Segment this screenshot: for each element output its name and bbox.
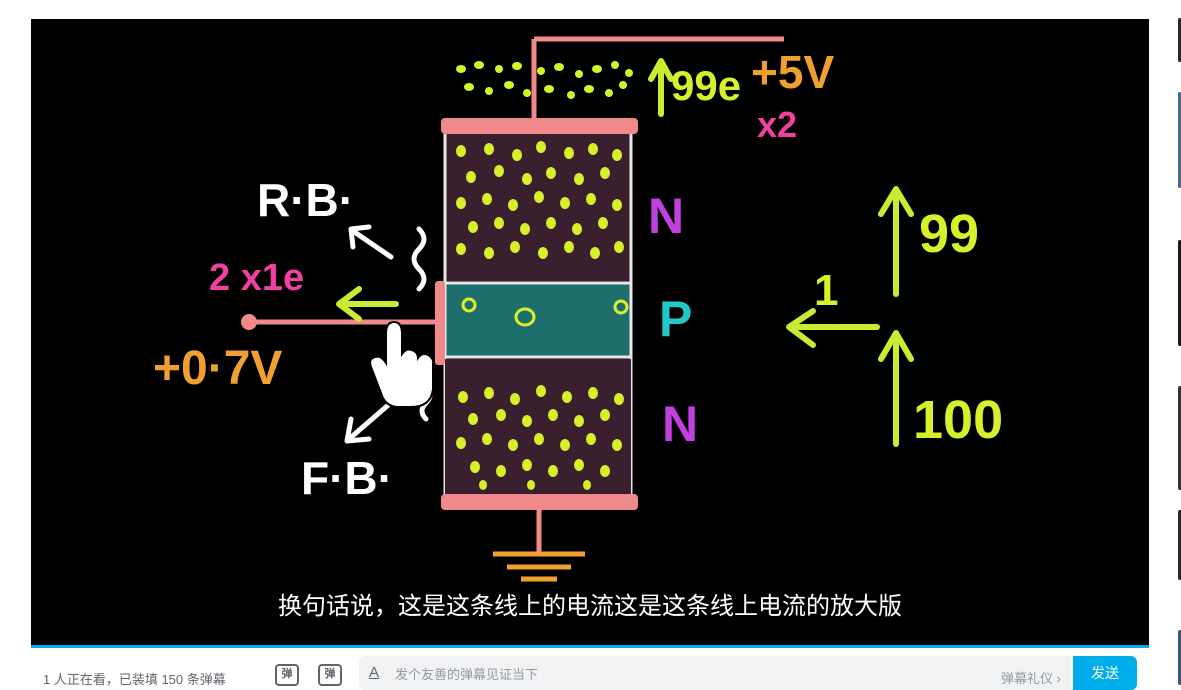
collector-dots: [456, 61, 633, 99]
danmaku-toggle-icon[interactable]: 弹: [275, 664, 299, 686]
multiplier-label: x2: [757, 104, 798, 145]
base-voltage-label: +0·7V: [153, 342, 283, 395]
forward-bias-label: F·B·: [301, 452, 393, 504]
sidebar-thumbnail[interactable]: [1178, 386, 1181, 490]
n-top-dots: [456, 141, 624, 259]
right-top-count: 99: [919, 204, 980, 264]
green-arrows: [336, 58, 914, 447]
right-left-count: 1: [814, 266, 839, 315]
sidebar-thumbnail[interactable]: [1178, 510, 1181, 580]
hand-cursor: [369, 320, 435, 408]
sidebar-thumbnail[interactable]: [1178, 630, 1181, 685]
video-player[interactable]: 99e +5V x2 N P N R·B· 2 x1e +0·7V F·B· 9…: [31, 19, 1149, 645]
danmaku-input-wrap: A 弹幕礼仪 ›: [359, 656, 1071, 690]
danmaku-bar: 1 人正在看，已装填 150 条弹幕 弹 弹 A 弹幕礼仪 › 发送: [31, 648, 1149, 690]
danmaku-etiquette-link[interactable]: 弹幕礼仪 ›: [1001, 671, 1061, 686]
collector-plate: [441, 118, 638, 134]
transistor-diagram: [241, 36, 914, 582]
collector-count-label: 99e: [671, 62, 742, 109]
sidebar-thumbnail[interactable]: [1178, 240, 1181, 346]
danmaku-style-icon[interactable]: A: [369, 664, 380, 681]
danmaku-input[interactable]: [393, 662, 957, 686]
layer-bottom-label: N: [662, 396, 699, 452]
video-subtitle: 换句话说，这是这条线上的电流这是这条线上电流的放大版: [278, 592, 902, 620]
right-bottom-count: 100: [913, 390, 1004, 450]
base-terminal: [241, 314, 257, 330]
emitter-plate: [441, 494, 638, 510]
layer-mid-label: P: [659, 291, 693, 347]
viewer-info: 1 人正在看，已装填 150 条弹幕: [43, 672, 226, 687]
layer-top-label: N: [648, 188, 685, 244]
reverse-bias-label: R·B·: [257, 174, 355, 226]
n-bottom-dots: [456, 385, 624, 490]
video-progress-fill: [31, 645, 1149, 648]
collector-voltage-label: +5V: [751, 46, 835, 98]
n-region-top: [445, 134, 631, 281]
send-button[interactable]: 发送: [1073, 656, 1137, 690]
base-current-label: 2 x1e: [209, 257, 305, 299]
sidebar-thumbnail[interactable]: [1178, 18, 1181, 62]
sidebar-thumbnail[interactable]: [1178, 92, 1181, 188]
p-region: [443, 281, 633, 359]
p-holes: [461, 297, 629, 327]
danmaku-settings-icon[interactable]: 弹: [318, 664, 342, 686]
video-progress-bar[interactable]: [31, 645, 1149, 648]
base-plate: [435, 281, 445, 365]
